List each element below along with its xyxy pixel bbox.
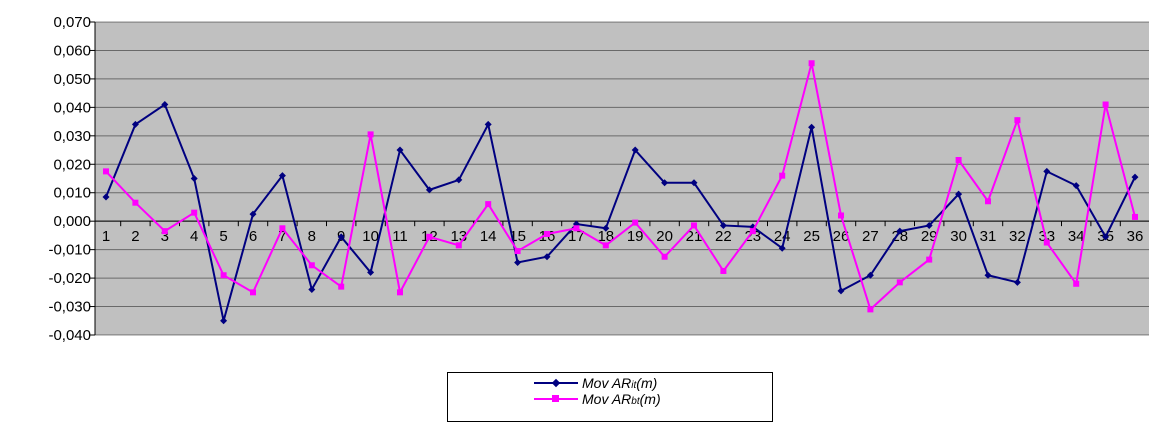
point-s2-35 (1103, 102, 1109, 108)
point-s2-16 (544, 231, 550, 237)
point-s2-27 (867, 306, 873, 312)
point-s2-12 (426, 234, 432, 240)
point-s2-21 (691, 222, 697, 228)
y-tick-label-0: 0,070 (53, 14, 91, 31)
point-s2-8 (309, 262, 315, 268)
y-tick-label-4: 0,030 (53, 128, 91, 145)
point-s2-11 (397, 289, 403, 295)
point-s2-32 (1014, 117, 1020, 123)
point-s2-24 (779, 173, 785, 179)
chart-legend: Mov ARit(m) Mov ARbt(m) (447, 372, 773, 422)
legend-label-series-2-main: Mov AR (582, 391, 631, 407)
x-tick-label-3: 4 (190, 228, 198, 245)
y-tick-label-8: -0,010 (48, 242, 91, 259)
legend-label-series-1: Mov ARit(m) (582, 375, 657, 391)
point-s2-15 (515, 248, 521, 254)
legend-marker-series-1 (552, 379, 560, 387)
y-tick-label-11: -0,040 (48, 327, 91, 344)
y-tick-label-3: 0,040 (53, 99, 91, 116)
x-tick-label-9: 10 (362, 228, 379, 245)
legend-swatch-series-1 (534, 376, 578, 390)
legend-marker-series-2 (552, 395, 559, 402)
x-tick-label-30: 31 (980, 228, 997, 245)
line-chart: 0,070 0,060 0,050 0,040 0,030 0,020 0,010 0,000… (0, 0, 1149, 370)
point-s2-25 (809, 60, 815, 66)
x-tick-label-10: 11 (392, 228, 408, 245)
y-tick-label-10: -0,030 (48, 299, 91, 316)
point-s2-28 (897, 279, 903, 285)
legend-item-series-2: Mov ARbt(m) (534, 391, 661, 407)
legend-label-series-2-suffix: (m) (640, 391, 661, 407)
point-s2-9 (338, 284, 344, 290)
legend-label-series-2: Mov ARbt(m) (582, 391, 661, 407)
point-s2-10 (368, 131, 374, 137)
legend-label-series-1-main: Mov AR (582, 375, 631, 391)
x-tick-label-1: 2 (131, 228, 139, 245)
x-tick-label-24: 25 (803, 228, 820, 245)
point-s2-34 (1073, 281, 1079, 287)
point-s2-14 (485, 201, 491, 207)
point-s2-22 (720, 268, 726, 274)
x-tick-label-5: 6 (249, 228, 257, 245)
point-s2-1 (103, 168, 109, 174)
legend-item-series-1: Mov ARit(m) (534, 375, 657, 391)
y-tick-label-5: 0,020 (53, 156, 91, 173)
x-tick-label-35: 36 (1127, 228, 1144, 245)
y-tick-label-6: 0,010 (53, 185, 91, 202)
point-s2-6 (250, 289, 256, 295)
point-s2-26 (838, 212, 844, 218)
point-s2-30 (956, 157, 962, 163)
x-tick-label-4: 5 (219, 228, 227, 245)
y-tick-label-1: 0,060 (53, 42, 91, 59)
point-s2-3 (162, 228, 168, 234)
point-s2-18 (603, 242, 609, 248)
point-s2-7 (279, 225, 285, 231)
point-s2-2 (132, 200, 138, 206)
point-s2-4 (191, 210, 197, 216)
x-tick-label-23: 24 (774, 228, 791, 245)
legend-label-series-1-suffix: (m) (636, 375, 657, 391)
point-s2-36 (1132, 214, 1138, 220)
y-tick-label-7: 0,000 (53, 213, 91, 230)
x-tick-label-21: 22 (715, 228, 732, 245)
point-s2-23 (750, 228, 756, 234)
point-s2-5 (221, 272, 227, 278)
point-s2-20 (662, 254, 668, 260)
x-tick-label-13: 14 (480, 228, 497, 245)
point-s2-33 (1044, 240, 1050, 246)
x-tick-label-29: 30 (950, 228, 967, 245)
point-s2-17 (573, 225, 579, 231)
x-tick-label-7: 8 (308, 228, 316, 245)
plot-area (95, 22, 1149, 335)
x-tick-label-19: 20 (656, 228, 673, 245)
point-s2-13 (456, 242, 462, 248)
x-tick-label-31: 32 (1009, 228, 1026, 245)
legend-label-series-2-sub: bt (631, 396, 639, 407)
legend-swatch-series-2 (534, 392, 578, 406)
y-tick-label-2: 0,050 (53, 71, 91, 88)
x-tick-label-0: 1 (102, 228, 110, 245)
point-s2-31 (985, 198, 991, 204)
x-tick-label-26: 27 (862, 228, 879, 245)
y-tick-label-9: -0,020 (48, 270, 91, 287)
point-s2-19 (632, 220, 638, 226)
point-s2-29 (926, 257, 932, 263)
